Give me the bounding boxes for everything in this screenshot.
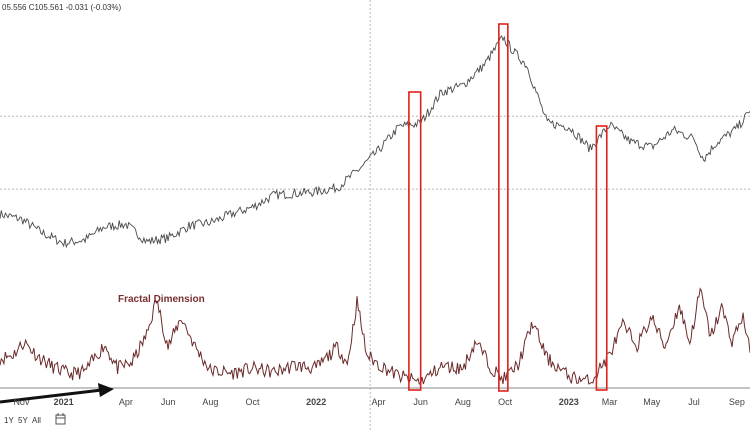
- highlight-box-2: [595, 125, 608, 391]
- x-tick-label: Apr: [371, 397, 385, 407]
- fractal-dimension-line: [0, 287, 750, 385]
- indicator-label: Fractal Dimension: [118, 294, 205, 305]
- x-tick-label: Sep: [729, 397, 745, 407]
- range-buttons: 1Y 5Y All: [4, 413, 66, 425]
- price-series-line: [0, 35, 750, 249]
- range-button-all[interactable]: All: [32, 416, 41, 425]
- x-tick-label: 2022: [306, 397, 326, 407]
- x-tick-label: Aug: [202, 397, 218, 407]
- x-tick-label: Jul: [688, 397, 700, 407]
- trend-arrow-head: [97, 383, 114, 397]
- x-tick-label: Jun: [413, 397, 428, 407]
- x-tick-label: Apr: [119, 397, 133, 407]
- x-tick-label: Oct: [498, 397, 513, 407]
- x-tick-label: 2023: [559, 397, 579, 407]
- highlight-box-0: [408, 91, 422, 391]
- calendar-icon[interactable]: [55, 413, 66, 425]
- x-tick-label: 2021: [54, 397, 74, 407]
- trend-arrow-shaft: [0, 388, 103, 404]
- range-button-5y[interactable]: 5Y: [18, 416, 28, 425]
- x-tick-label: Nov: [13, 397, 30, 407]
- x-tick-label: Oct: [246, 397, 261, 407]
- x-tick-label: Mar: [602, 397, 618, 407]
- x-tick-label: Jun: [161, 397, 176, 407]
- price-quote: 05.556 C105.561 -0.031 (-0.03%): [2, 3, 122, 12]
- range-button-1y[interactable]: 1Y: [4, 416, 14, 425]
- x-tick-label: Aug: [455, 397, 471, 407]
- highlight-box-1: [498, 23, 509, 392]
- x-tick-label: May: [643, 397, 661, 407]
